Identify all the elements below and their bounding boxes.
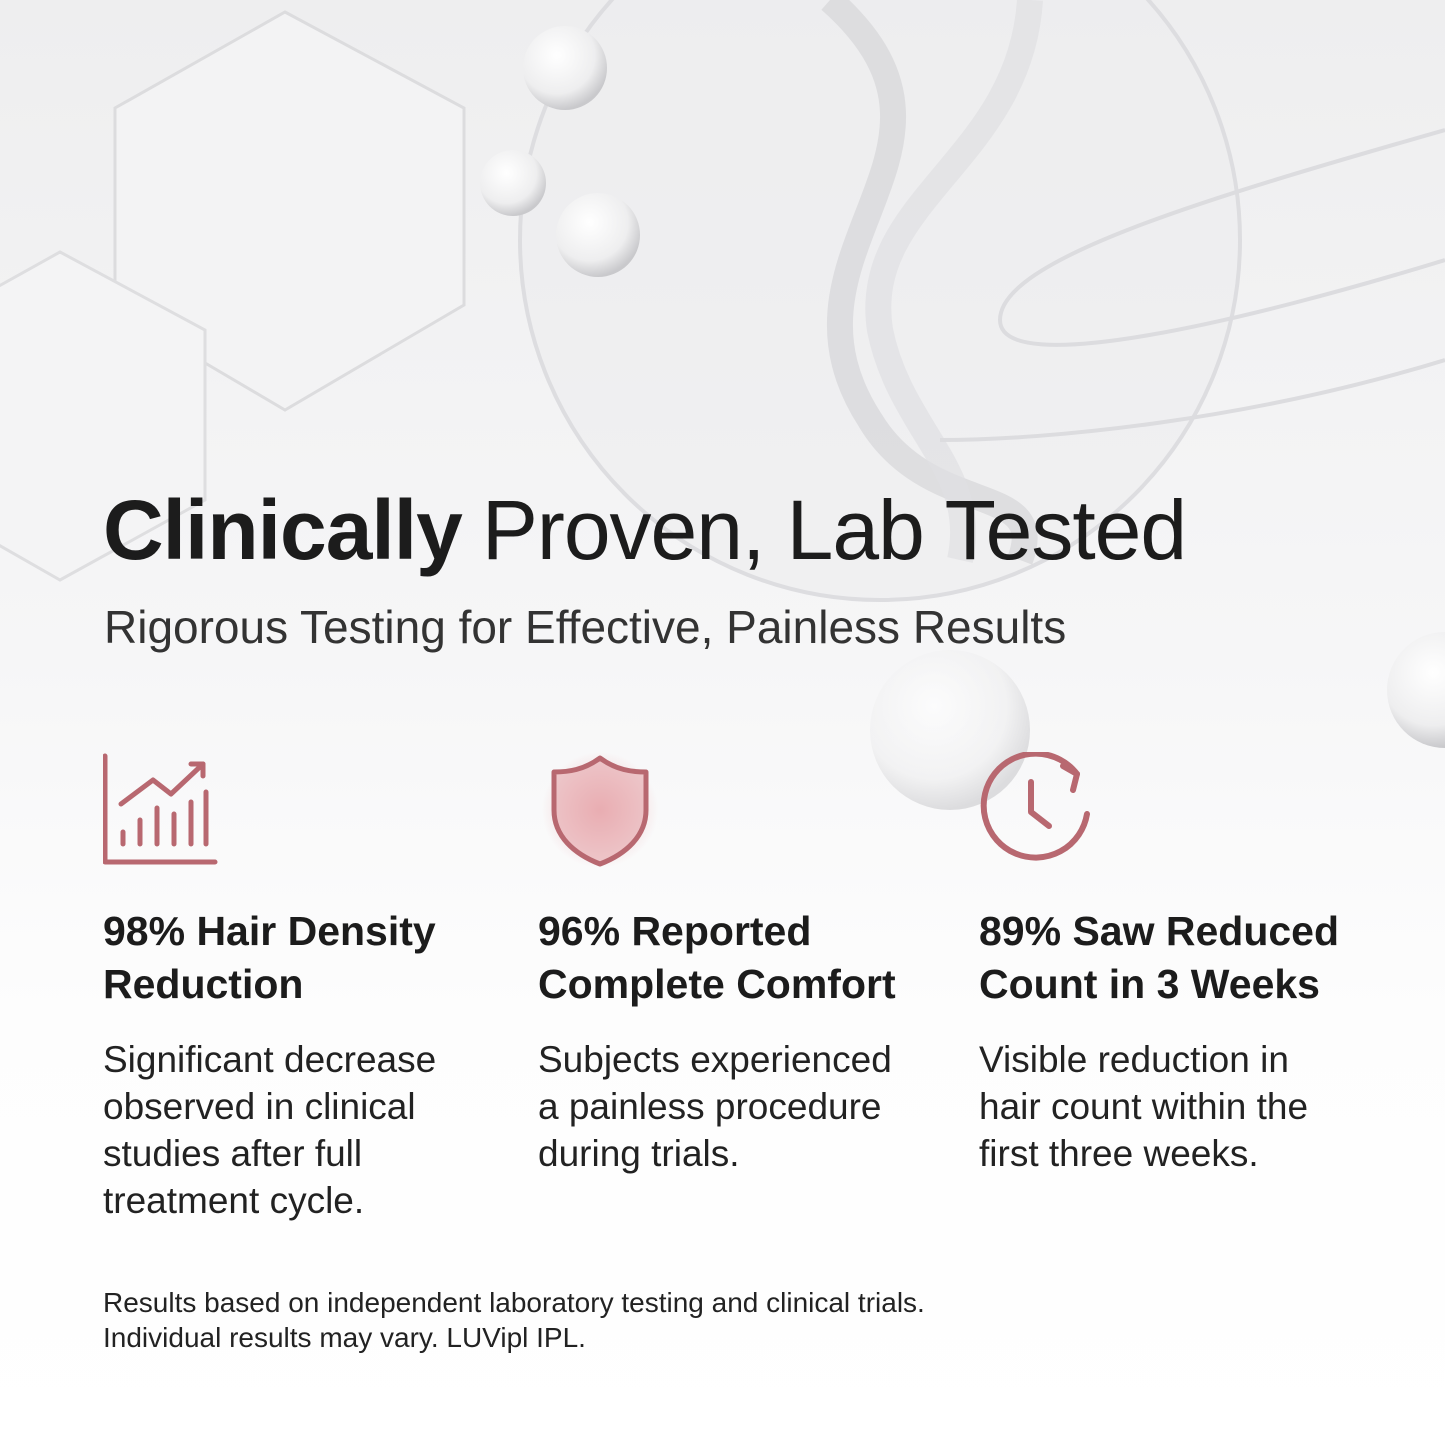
- feature: 98% Hair Density Reduction Significant de…: [102, 752, 523, 1224]
- helix: [865, 0, 1043, 563]
- feature: 89% Saw Reduced Count in 3 Weeks Visible …: [979, 750, 1399, 1177]
- bubble: [870, 650, 1030, 810]
- feature-body: Visible reduction in hair count within th…: [979, 1036, 1399, 1177]
- bubble: [556, 193, 640, 277]
- shield-icon: [542, 752, 658, 868]
- feature: 96% Reported Complete Comfort Subjects ex…: [538, 752, 958, 1177]
- text-line: Results based on independent laboratory …: [103, 1287, 925, 1318]
- title-bold: Clinically: [103, 483, 463, 577]
- text-line: first three weeks.: [979, 1133, 1259, 1174]
- text-line: hair count within the: [979, 1086, 1309, 1127]
- wave: [997, 128, 1445, 347]
- bubble: [1387, 632, 1445, 748]
- text-line: Reduction: [103, 961, 304, 1007]
- text-line: Count in 3 Weeks: [979, 961, 1320, 1007]
- feature-heading: 89% Saw Reduced Count in 3 Weeks: [979, 905, 1399, 1011]
- clock-icon: [980, 750, 1090, 861]
- text-line: 89% Saw Reduced: [979, 908, 1340, 954]
- feature-heading: 96% Reported Complete Comfort: [538, 905, 958, 1011]
- helix: [821, 0, 1038, 565]
- feature-body: Significant decrease observed in clinical…: [103, 1036, 523, 1224]
- text-line: Subjects experienced: [538, 1039, 892, 1080]
- hexagon: [0, 250, 207, 582]
- text-line: observed in clinical: [103, 1086, 416, 1127]
- text-line: Complete Comfort: [538, 961, 896, 1007]
- bubble: [523, 26, 607, 110]
- text-line: Visible reduction in: [979, 1039, 1289, 1080]
- hexagon: [113, 10, 466, 412]
- text-line: 96% Reported: [538, 908, 812, 954]
- bubble: [480, 150, 546, 216]
- feature-heading: 98% Hair Density Reduction: [103, 905, 523, 1011]
- text-line: 98% Hair Density: [103, 908, 436, 954]
- text-line: a painless procedure: [538, 1086, 882, 1127]
- text-line: studies after full: [103, 1133, 363, 1174]
- title-rest: Proven, Lab Tested: [481, 483, 1187, 577]
- text-line: treatment cycle.: [103, 1180, 365, 1221]
- footer: Results based on independent laboratory …: [103, 1285, 925, 1355]
- subtitle: Rigorous Testing for Effective, Painless…: [104, 601, 1067, 653]
- feature-body: Subjects experienced a painless procedure…: [538, 1036, 958, 1177]
- text-line: during trials.: [538, 1133, 740, 1174]
- text-line: Significant decrease: [103, 1039, 437, 1080]
- wave: [939, 358, 1445, 442]
- text-line: Individual results may vary. LUVipl IPL.: [103, 1322, 586, 1353]
- chart-icon: [102, 753, 218, 865]
- title: Clinically Proven, Lab Tested: [103, 482, 1187, 579]
